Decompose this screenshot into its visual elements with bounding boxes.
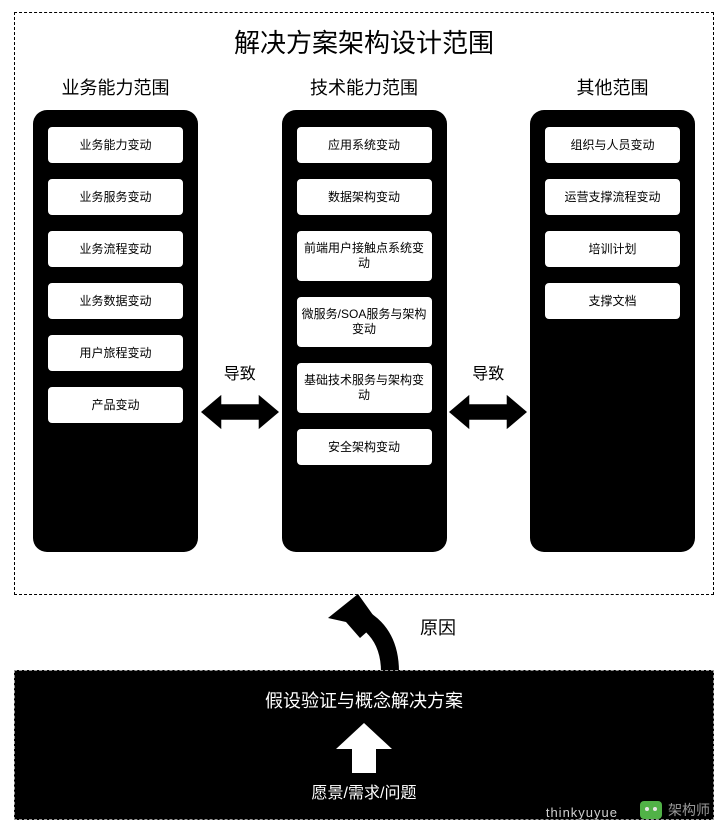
main-title: 解决方案架构设计范围: [15, 13, 713, 74]
column-title: 技术能力范围: [310, 74, 418, 100]
up-arrow-icon: [334, 723, 394, 773]
between-arrow-1: 导致: [448, 74, 528, 552]
column-title: 业务能力范围: [62, 74, 170, 100]
list-item: 前端用户接触点系统变动: [296, 230, 433, 282]
list-item: 数据架构变动: [296, 178, 433, 216]
watermark-text: 架构师: [668, 800, 710, 820]
list-item: 支撑文档: [544, 282, 681, 320]
column-body: 业务能力变动 业务服务变动 业务流程变动 业务数据变动 用户旅程变动 产品变动: [33, 110, 198, 552]
list-item: 组织与人员变动: [544, 126, 681, 164]
between-arrow-0: 导致: [200, 74, 280, 552]
watermark-faint: thinkyuyue: [546, 805, 618, 820]
column-tech: 技术能力范围 应用系统变动 数据架构变动 前端用户接触点系统变动 微服务/SOA…: [282, 74, 447, 552]
bottom-box: 假设验证与概念解决方案 愿景/需求/问题: [14, 670, 714, 820]
list-item: 业务数据变动: [47, 282, 184, 320]
list-item: 应用系统变动: [296, 126, 433, 164]
cause-arrow: 原因: [320, 594, 520, 674]
arrow-label: 导致: [224, 360, 256, 384]
list-item: 用户旅程变动: [47, 334, 184, 372]
list-item: 微服务/SOA服务与架构变动: [296, 296, 433, 348]
double-arrow-icon: [201, 388, 279, 436]
wechat-icon: [640, 801, 662, 819]
column-body: 组织与人员变动 运营支撑流程变动 培训计划 支撑文档: [530, 110, 695, 552]
list-item: 运营支撑流程变动: [544, 178, 681, 216]
scope-outer-box: 解决方案架构设计范围 业务能力范围 业务能力变动 业务服务变动 业务流程变动 业…: [14, 12, 714, 595]
column-body: 应用系统变动 数据架构变动 前端用户接触点系统变动 微服务/SOA服务与架构变动…: [282, 110, 447, 552]
double-arrow-icon: [449, 388, 527, 436]
list-item: 产品变动: [47, 386, 184, 424]
columns-row: 业务能力范围 业务能力变动 业务服务变动 业务流程变动 业务数据变动 用户旅程变…: [15, 74, 713, 552]
list-item: 业务服务变动: [47, 178, 184, 216]
cause-label: 原因: [420, 614, 456, 640]
list-item: 培训计划: [544, 230, 681, 268]
column-title: 其他范围: [577, 74, 649, 100]
list-item: 业务能力变动: [47, 126, 184, 164]
list-item: 基础技术服务与架构变动: [296, 362, 433, 414]
list-item: 业务流程变动: [47, 230, 184, 268]
bottom-title: 假设验证与概念解决方案: [265, 687, 463, 713]
list-item: 安全架构变动: [296, 428, 433, 466]
watermark: 架构师: [640, 800, 710, 820]
column-business: 业务能力范围 业务能力变动 业务服务变动 业务流程变动 业务数据变动 用户旅程变…: [33, 74, 198, 552]
bottom-sub: 愿景/需求/问题: [312, 779, 417, 803]
arrow-label: 导致: [472, 360, 504, 384]
column-other: 其他范围 组织与人员变动 运营支撑流程变动 培训计划 支撑文档: [530, 74, 695, 552]
